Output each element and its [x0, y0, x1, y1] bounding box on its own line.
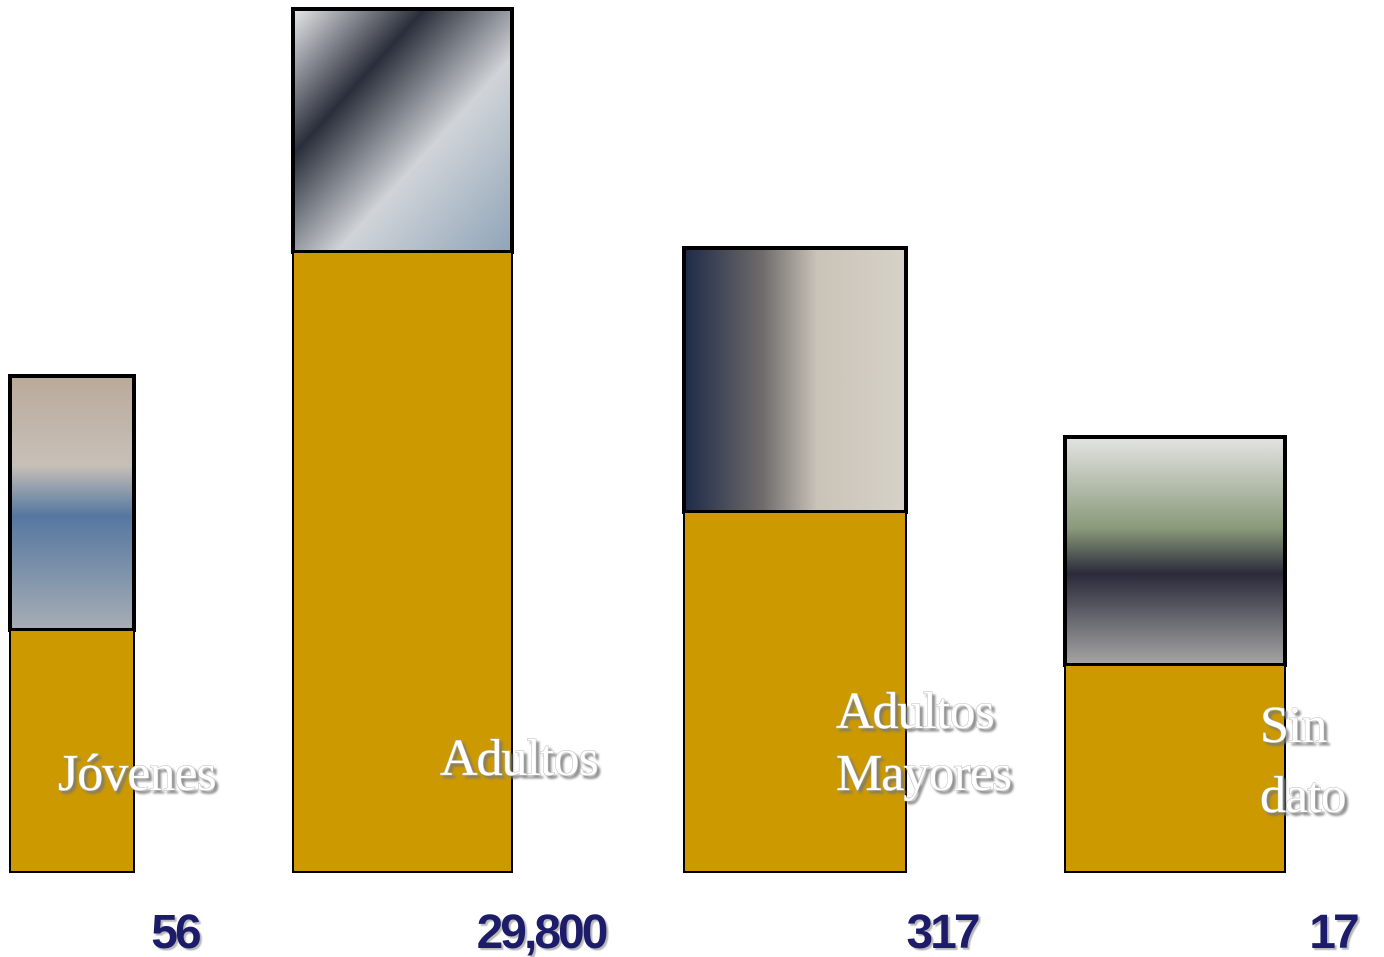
bar — [9, 629, 135, 873]
bar-label: Sin — [1260, 697, 1327, 754]
bar — [683, 511, 907, 873]
photo — [8, 374, 136, 632]
bar — [1064, 664, 1286, 873]
bars: Jóvenes56Adultos29,800AdultosMayores317S… — [8, 7, 1361, 957]
bar-label: Adultos — [440, 730, 598, 787]
bar-label: Jóvenes — [58, 745, 216, 802]
value: 56 — [151, 906, 200, 957]
bar-label: Adultos — [836, 683, 994, 740]
photo — [682, 246, 908, 514]
photo — [1063, 435, 1287, 667]
bar — [292, 251, 513, 873]
value: 17 — [1309, 906, 1358, 957]
photo — [291, 7, 514, 254]
value: 29,800 — [477, 906, 607, 957]
value: 317 — [906, 906, 978, 957]
bar-label: dato — [1260, 767, 1346, 824]
bar-label: Mayores — [836, 745, 1011, 802]
